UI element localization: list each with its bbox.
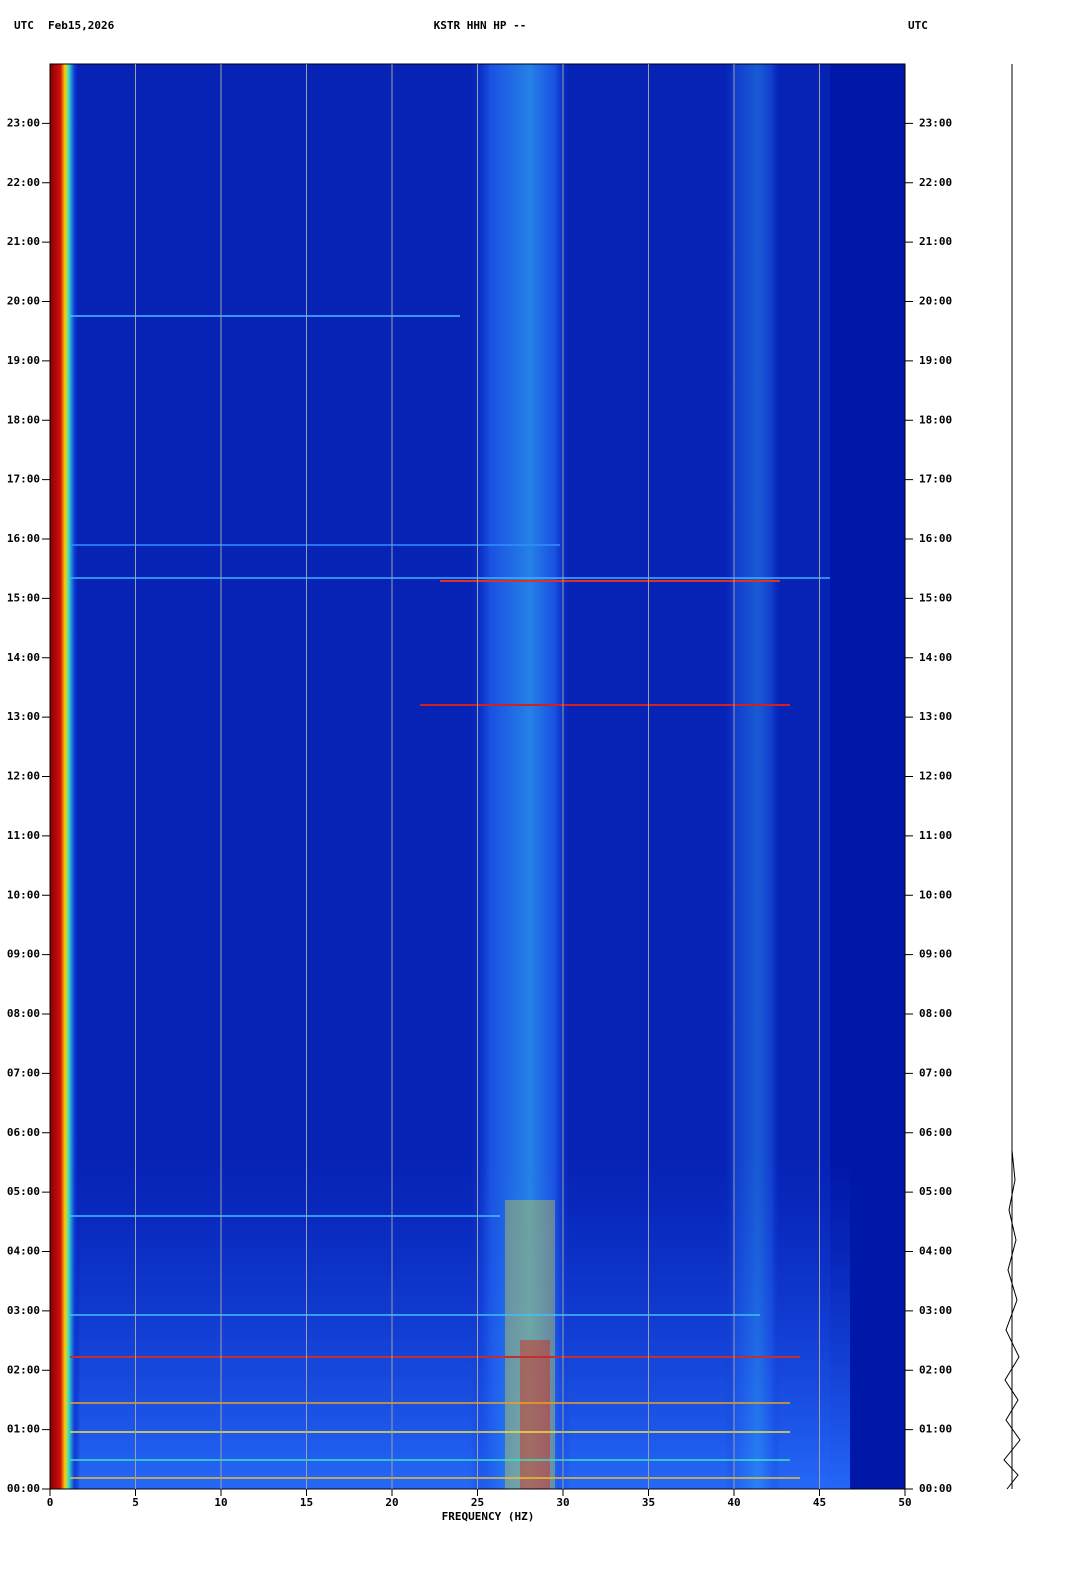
y-tick-label-right: 10:00 (919, 888, 952, 901)
noise-streaks (70, 315, 830, 1479)
y-tick-label-right: 13:00 (919, 710, 952, 723)
y-tick-label-right: 06:00 (919, 1126, 952, 1139)
y-tick-label-left: 14:00 (7, 651, 40, 664)
y-tick-label-right: 22:00 (919, 176, 952, 189)
y-tick-label-left: 01:00 (7, 1423, 40, 1436)
x-tick-label: 35 (642, 1496, 655, 1509)
x-tick-label: 15 (300, 1496, 313, 1509)
timezone-left: UTC (14, 19, 34, 32)
y-tick-label-left: 12:00 (7, 770, 40, 783)
y-tick-label-right: 21:00 (919, 235, 952, 248)
y-tick-label-left: 21:00 (7, 235, 40, 248)
y-tick-label-right: 00:00 (919, 1482, 952, 1495)
y-tick-label-left: 19:00 (7, 354, 40, 367)
y-tick-label-left: 05:00 (7, 1185, 40, 1198)
timezone-right: UTC (908, 19, 928, 32)
y-tick-label-right: 16:00 (919, 532, 952, 545)
y-tick-label-right: 15:00 (919, 591, 952, 604)
y-tick-label-right: 17:00 (919, 473, 952, 486)
y-tick-label-left: 02:00 (7, 1363, 40, 1376)
y-tick-label-left: 15:00 (7, 591, 40, 604)
y-tick-label-right: 08:00 (919, 1007, 952, 1020)
y-tick-label-right: 20:00 (919, 295, 952, 308)
x-tick-label: 40 (727, 1496, 740, 1509)
y-tick-label-left: 00:00 (7, 1482, 40, 1495)
x-tick-label: 25 (471, 1496, 484, 1509)
y-tick-label-right: 05:00 (919, 1185, 952, 1198)
y-tick-label-left: 08:00 (7, 1007, 40, 1020)
y-tick-label-right: 18:00 (919, 413, 952, 426)
y-tick-label-right: 01:00 (919, 1423, 952, 1436)
station-title: KSTR HHN HP -- (434, 19, 527, 32)
y-tick-label-left: 22:00 (7, 176, 40, 189)
date: Feb15,2026 (48, 19, 115, 32)
y-tick-label-left: 11:00 (7, 829, 40, 842)
y-tick-label-right: 12:00 (919, 770, 952, 783)
y-tick-label-right: 09:00 (919, 948, 952, 961)
y-tick-label-left: 13:00 (7, 710, 40, 723)
x-tick-label: 20 (385, 1496, 398, 1509)
y-tick-label-right: 03:00 (919, 1304, 952, 1317)
y-tick-label-left: 07:00 (7, 1066, 40, 1079)
y-tick-label-right: 07:00 (919, 1066, 952, 1079)
y-tick-label-right: 02:00 (919, 1363, 952, 1376)
y-tick-label-left: 18:00 (7, 413, 40, 426)
y-tick-label-right: 19:00 (919, 354, 952, 367)
x-tick-label: 5 (132, 1496, 139, 1509)
y-tick-label-right: 04:00 (919, 1245, 952, 1258)
y-tick-label-left: 03:00 (7, 1304, 40, 1317)
x-tick-label: 0 (47, 1496, 54, 1509)
seismogram-trace (1003, 64, 1021, 1490)
y-tick-label-left: 10:00 (7, 888, 40, 901)
x-axis-label: FREQUENCY (HZ) (442, 1510, 535, 1523)
x-tick-label: 45 (813, 1496, 826, 1509)
y-tick-label-left: 06:00 (7, 1126, 40, 1139)
x-tick-label: 30 (556, 1496, 569, 1509)
x-tick-label: 10 (214, 1496, 227, 1509)
y-tick-label-left: 04:00 (7, 1245, 40, 1258)
y-tick-label-left: 09:00 (7, 948, 40, 961)
y-tick-label-right: 11:00 (919, 829, 952, 842)
y-tick-label-right: 14:00 (919, 651, 952, 664)
y-tick-label-left: 23:00 (7, 116, 40, 129)
y-tick-label-left: 16:00 (7, 532, 40, 545)
y-tick-label-left: 17:00 (7, 473, 40, 486)
x-tick-label: 50 (898, 1496, 911, 1509)
y-tick-label-right: 23:00 (919, 116, 952, 129)
y-tick-label-left: 20:00 (7, 295, 40, 308)
